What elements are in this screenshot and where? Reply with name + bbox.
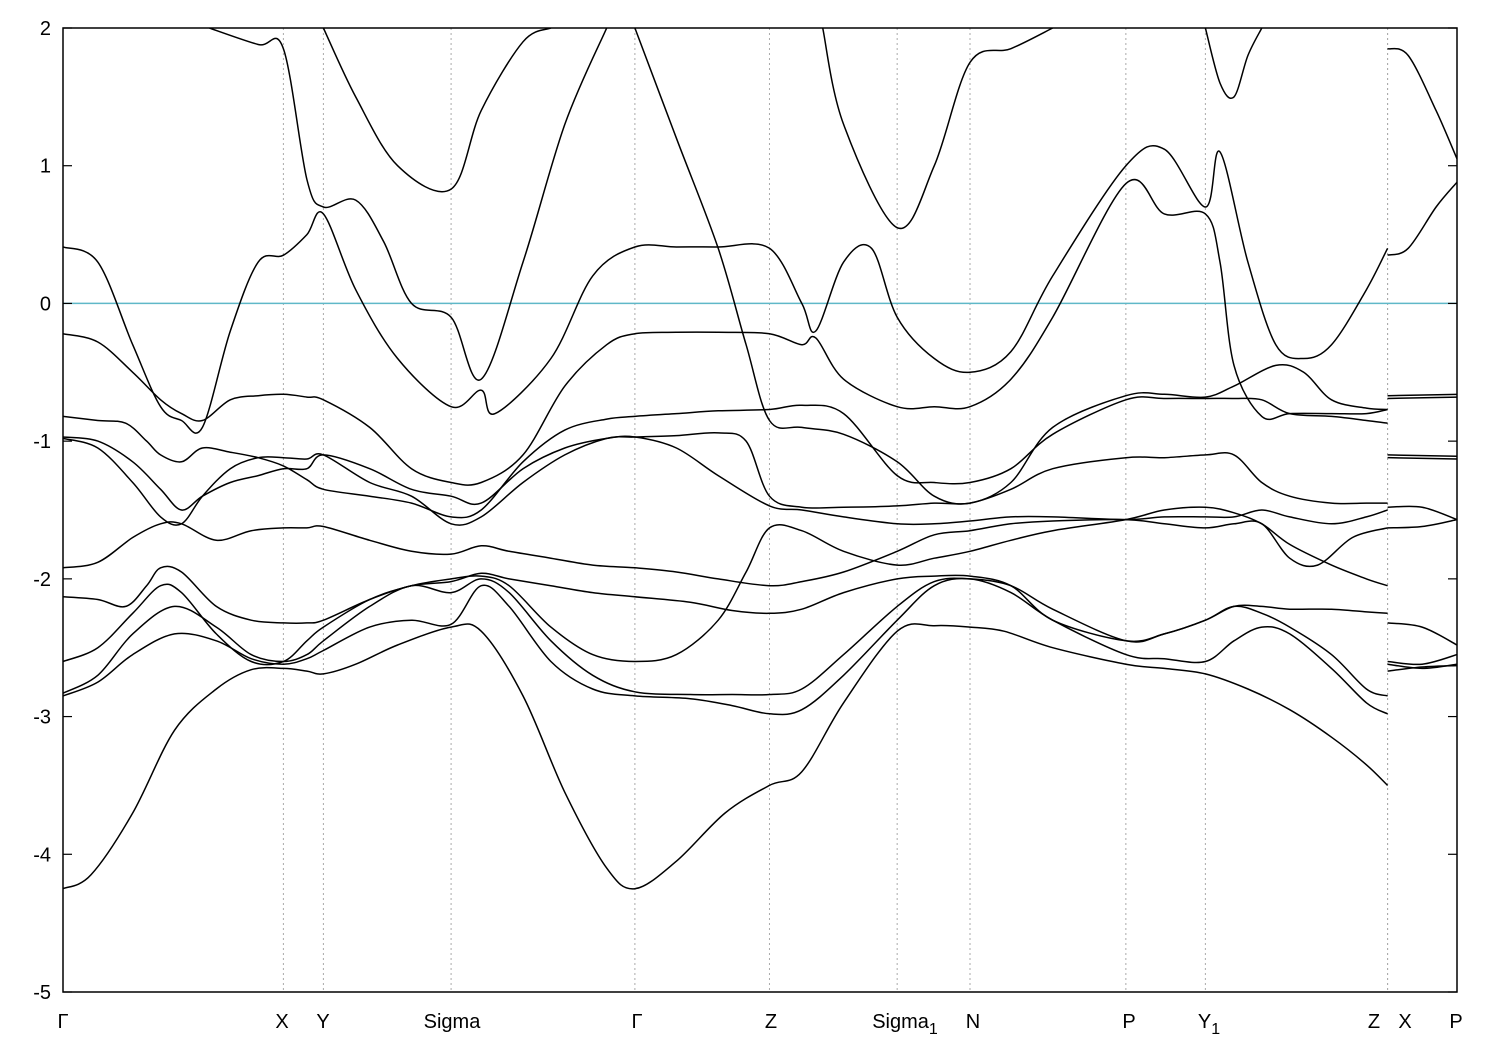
band-line-12 (209, 28, 608, 381)
band-line-16 (1204, 28, 1263, 100)
band-line-6 (63, 518, 1388, 587)
band-line-15 (821, 28, 1054, 230)
x-tick-label: Γ (57, 1011, 68, 1033)
bands-layer (63, 28, 1457, 890)
band-line-1 (63, 623, 1389, 890)
y-tick-label: -4 (33, 844, 51, 866)
band-line-24 (1387, 518, 1457, 529)
band-line-23 (1387, 505, 1457, 521)
band-line-28 (1387, 664, 1457, 672)
x-tick-label: Γ (631, 1011, 642, 1033)
y-tick-label: 2 (40, 18, 51, 40)
y-tick-label: -5 (33, 982, 51, 1004)
band-line-7 (63, 431, 1388, 526)
band-line-25 (1387, 622, 1457, 646)
y-tick-label: -3 (33, 707, 51, 729)
x-tick-label: Sigma1 (872, 1011, 938, 1038)
band-line-26 (1387, 653, 1457, 666)
band-line-11 (63, 145, 1389, 434)
plot-frame (62, 27, 1458, 993)
x-tick-subscript: 1 (929, 1021, 938, 1038)
band-line-10 (63, 178, 1388, 486)
grid-layer (282, 28, 1389, 992)
x-tick-label: Sigma (424, 1011, 482, 1033)
x-tick-label: Z (765, 1011, 777, 1033)
band-line-13 (322, 28, 552, 193)
x-tick-subscript: 1 (1211, 1021, 1220, 1038)
x-tick-label: N (966, 1011, 980, 1033)
band-line-22 (1387, 456, 1457, 460)
y-tick-label: -2 (33, 569, 51, 591)
band-line-17 (1387, 47, 1457, 160)
band-line-19 (1387, 393, 1457, 397)
y-tick-label: 0 (40, 293, 51, 315)
band-line-8 (63, 435, 1388, 526)
band-line-21 (1387, 454, 1457, 458)
x-tick-label: X (275, 1011, 288, 1033)
band-line-2 (63, 577, 1388, 716)
band-line-4 (63, 506, 1388, 666)
x-tick-label: Z (1368, 1011, 1380, 1033)
band-line-14 (634, 28, 1388, 505)
x-axis: Γ X Y Sigma Γ Z Sigma1 N P Y1 Z X P (57, 1011, 1462, 1038)
x-tick-label: X (1398, 1011, 1411, 1033)
y-axis: 2 1 0 -1 -2 -3 -4 -5 (33, 18, 1457, 1004)
x-tick-label: P (1122, 1011, 1135, 1033)
x-tick-label: Y1 (1198, 1011, 1220, 1038)
band-line-18 (1387, 181, 1457, 256)
y-tick-label: -1 (33, 431, 51, 453)
band-line-5 (63, 565, 1388, 643)
y-tick-label: 1 (40, 156, 51, 178)
band-line-3 (63, 577, 1388, 697)
x-tick-label: P (1449, 1011, 1462, 1033)
x-tick-label: Y (316, 1011, 329, 1033)
band-line-20 (1387, 396, 1457, 400)
band-line-9 (63, 396, 1388, 519)
